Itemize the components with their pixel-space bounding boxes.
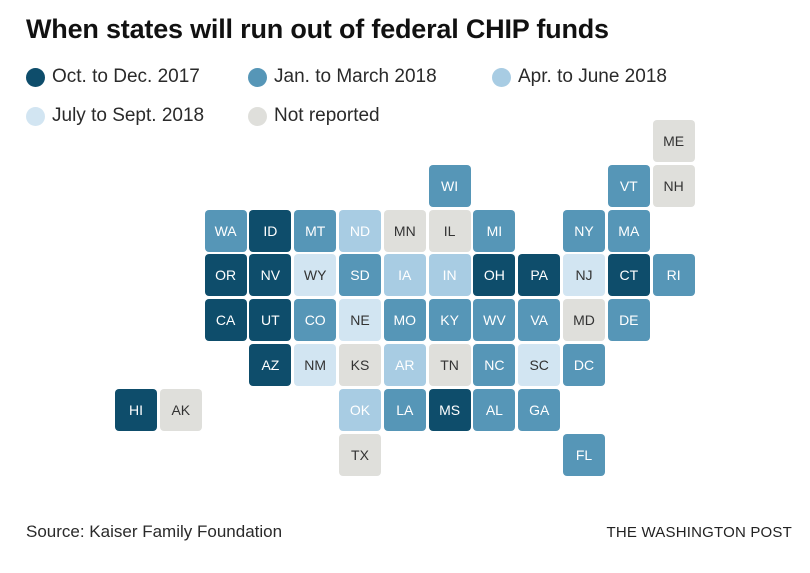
state-tile-ne: NE	[339, 299, 381, 342]
state-tile-ca: CA	[204, 299, 247, 342]
legend-item: Not reported	[248, 105, 380, 127]
state-tile-sd: SD	[339, 254, 381, 297]
state-tile-ar: AR	[383, 344, 426, 386]
state-tile-id: ID	[249, 209, 292, 252]
state-tile-la: LA	[383, 388, 426, 431]
state-tile-mo: MO	[383, 299, 426, 342]
legend-label: July to Sept. 2018	[52, 105, 205, 126]
legend-label: Not reported	[274, 105, 380, 126]
legend-item: Oct. to Dec. 2017	[26, 66, 200, 88]
state-tile-oh: OH	[473, 254, 516, 297]
state-tile-vt: VT	[607, 164, 650, 207]
legend-label: Apr. to June 2018	[518, 66, 667, 87]
state-tile-nd: ND	[339, 209, 381, 252]
state-tile-pa: PA	[518, 254, 561, 297]
state-tile-fl: FL	[563, 433, 605, 476]
state-tile-ma: MA	[607, 209, 650, 252]
state-tile-in: IN	[428, 254, 471, 297]
state-tile-wa: WA	[204, 209, 247, 252]
state-tile-nh: NH	[652, 164, 695, 207]
state-tile-co: CO	[294, 299, 337, 342]
state-tile-ga: GA	[518, 388, 561, 431]
publisher-credit: THE WASHINGTON POST	[606, 524, 792, 541]
state-tile-va: VA	[518, 299, 561, 342]
state-tile-ok: OK	[339, 388, 381, 431]
state-tile-sc: SC	[518, 344, 561, 386]
state-tile-nv: NV	[249, 254, 292, 297]
legend-swatch	[492, 67, 511, 87]
legend-label: Oct. to Dec. 2017	[52, 66, 200, 87]
state-tile-ia: IA	[383, 254, 426, 297]
legend-swatch	[26, 67, 45, 87]
legend-swatch	[26, 106, 45, 126]
state-tile-az: AZ	[249, 344, 292, 386]
state-tile-nj: NJ	[563, 254, 605, 297]
state-tile-md: MD	[563, 299, 605, 342]
state-tile-wi: WI	[428, 164, 471, 207]
state-tile-ks: KS	[339, 344, 381, 386]
legend-swatch	[248, 67, 267, 87]
state-tile-ak: AK	[159, 388, 202, 431]
state-tile-nm: NM	[294, 344, 337, 386]
source-note: Source: Kaiser Family Foundation	[26, 522, 283, 541]
state-tile-or: OR	[204, 254, 247, 297]
state-tile-de: DE	[607, 299, 650, 342]
state-tile-hi: HI	[115, 388, 157, 431]
state-tile-tn: TN	[428, 344, 471, 386]
legend-item: Apr. to June 2018	[492, 66, 667, 88]
state-tile-al: AL	[473, 388, 516, 431]
state-tile-ut: UT	[249, 299, 292, 342]
legend-label: Jan. to March 2018	[274, 66, 437, 87]
state-tile-nc: NC	[473, 344, 516, 386]
chart-title: When states will run out of federal CHIP…	[26, 14, 609, 44]
state-tile-ms: MS	[428, 388, 471, 431]
state-tile-me: ME	[652, 120, 695, 162]
state-tile-ny: NY	[563, 209, 605, 252]
state-tile-ky: KY	[428, 299, 471, 342]
state-tile-ct: CT	[607, 254, 650, 297]
state-tile-ri: RI	[652, 254, 695, 297]
state-tile-mn: MN	[383, 209, 426, 252]
state-tile-dc: DC	[563, 344, 605, 386]
state-tile-tx: TX	[339, 433, 381, 476]
state-tile-il: IL	[428, 209, 471, 252]
state-tile-mi: MI	[473, 209, 516, 252]
legend-item: July to Sept. 2018	[26, 105, 204, 127]
legend-item: Jan. to March 2018	[248, 66, 437, 88]
state-tile-wy: WY	[294, 254, 337, 297]
legend-swatch	[248, 106, 267, 126]
state-tile-mt: MT	[294, 209, 337, 252]
state-tile-wv: WV	[473, 299, 516, 342]
